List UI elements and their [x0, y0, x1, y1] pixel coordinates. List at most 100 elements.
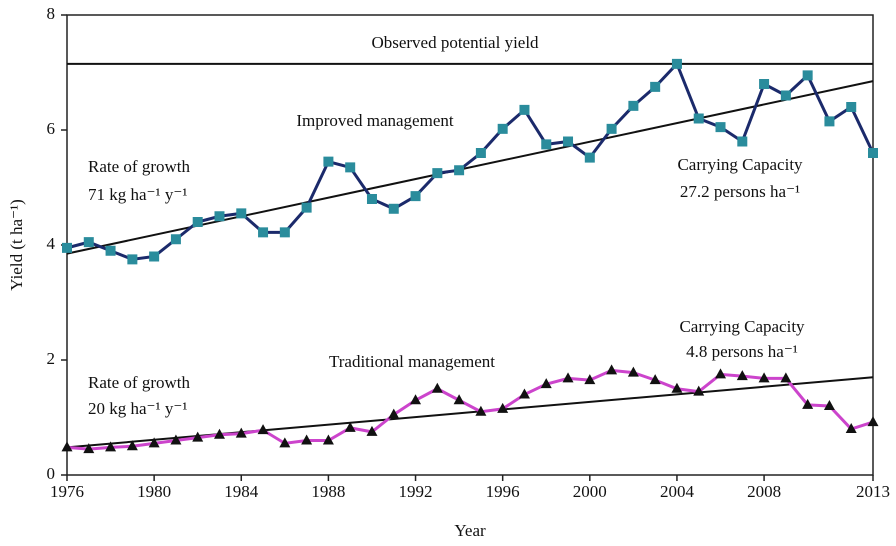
- marker: [475, 148, 486, 158]
- y-tick-label: 0: [47, 464, 56, 483]
- y-axis-label: Yield (t ha⁻¹): [7, 199, 26, 291]
- annotation: 20 kg ha⁻¹ y⁻¹: [88, 399, 187, 418]
- marker: [824, 116, 835, 127]
- annotation: Rate of growth: [88, 373, 190, 392]
- marker: [236, 208, 247, 219]
- marker: [737, 136, 748, 147]
- marker: [758, 372, 770, 383]
- marker: [105, 245, 116, 256]
- marker: [366, 194, 377, 204]
- marker: [867, 416, 879, 427]
- potential-yield-label: Observed potential yield: [371, 33, 539, 52]
- marker: [344, 421, 356, 432]
- marker: [258, 227, 269, 238]
- marker: [802, 398, 814, 409]
- marker: [301, 434, 313, 445]
- y-tick-label: 8: [47, 4, 56, 23]
- marker: [105, 441, 117, 452]
- marker: [540, 378, 552, 389]
- marker: [845, 423, 857, 433]
- marker: [868, 148, 878, 158]
- marker: [802, 70, 813, 81]
- marker: [518, 388, 530, 399]
- marker: [126, 440, 138, 451]
- marker: [780, 90, 791, 101]
- marker: [759, 79, 770, 89]
- marker: [650, 81, 661, 92]
- x-tick-label: 1984: [224, 482, 259, 501]
- series-line: [66, 368, 874, 451]
- marker: [628, 100, 639, 111]
- marker: [715, 122, 726, 133]
- marker: [170, 434, 182, 445]
- marker: [322, 434, 334, 445]
- marker: [62, 242, 72, 253]
- marker: [780, 372, 792, 383]
- marker: [410, 191, 421, 202]
- marker: [497, 402, 509, 413]
- x-tick-label: 1996: [486, 482, 520, 501]
- marker: [388, 408, 400, 419]
- marker: [475, 405, 487, 416]
- marker: [541, 139, 552, 150]
- annotation: Carrying Capacity: [679, 317, 805, 336]
- x-tick-label: 2000: [573, 482, 607, 501]
- marker: [606, 123, 617, 134]
- marker: [301, 202, 312, 213]
- marker: [715, 368, 727, 379]
- marker: [345, 162, 356, 173]
- marker: [453, 394, 465, 405]
- marker: [562, 372, 574, 383]
- marker: [454, 165, 465, 176]
- marker: [671, 58, 682, 69]
- marker: [323, 156, 334, 167]
- marker: [410, 394, 422, 405]
- marker: [584, 152, 595, 163]
- marker: [127, 254, 138, 265]
- marker: [563, 136, 574, 147]
- x-tick-label: 2008: [747, 482, 781, 501]
- marker: [606, 364, 618, 375]
- x-tick-label: 2013: [856, 482, 890, 501]
- x-tick-label: 1992: [399, 482, 433, 501]
- marker: [257, 424, 269, 435]
- marker: [388, 203, 399, 214]
- marker: [431, 382, 443, 393]
- x-tick-label: 2004: [660, 482, 695, 501]
- marker: [649, 374, 661, 385]
- marker: [235, 427, 247, 438]
- annotation: 27.2 persons ha⁻¹: [680, 182, 800, 201]
- marker: [432, 168, 443, 179]
- marker: [213, 428, 225, 439]
- marker: [671, 382, 683, 393]
- marker: [214, 211, 225, 222]
- y-tick-label: 2: [47, 349, 56, 368]
- marker: [148, 437, 160, 448]
- annotation: Carrying Capacity: [677, 155, 803, 174]
- y-tick-label: 4: [47, 234, 56, 253]
- annotation: 71 kg ha⁻¹ y⁻¹: [88, 185, 187, 204]
- marker: [519, 104, 530, 115]
- marker: [627, 366, 639, 377]
- x-tick-label: 1988: [311, 482, 345, 501]
- marker: [736, 370, 748, 381]
- x-axis-label: Year: [454, 521, 486, 540]
- marker: [192, 217, 203, 227]
- marker: [170, 234, 181, 245]
- y-tick-label: 6: [47, 119, 56, 138]
- marker: [61, 441, 73, 452]
- marker: [584, 374, 596, 385]
- marker: [693, 113, 704, 124]
- annotation: Rate of growth: [88, 157, 190, 176]
- marker: [366, 425, 378, 436]
- series-label: Improved management: [296, 111, 453, 130]
- marker: [823, 400, 835, 410]
- x-tick-label: 1976: [50, 482, 84, 501]
- marker: [279, 437, 291, 448]
- marker: [192, 431, 204, 442]
- marker: [497, 123, 508, 134]
- marker: [279, 227, 290, 238]
- marker: [149, 251, 160, 262]
- marker: [693, 385, 705, 396]
